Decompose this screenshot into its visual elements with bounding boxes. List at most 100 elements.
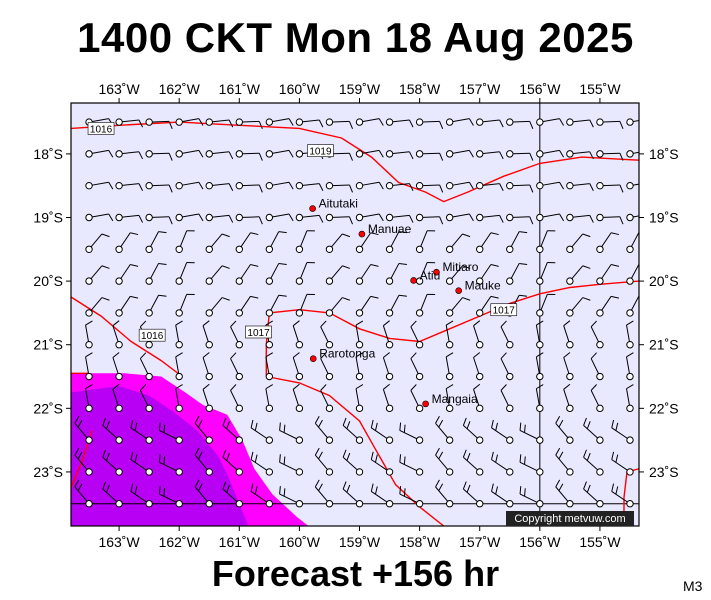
barb-station <box>626 372 634 381</box>
barb-feather <box>278 294 287 297</box>
isobar-label: 1017 <box>245 325 272 339</box>
barb-feather <box>619 184 624 193</box>
barb-station <box>265 341 274 349</box>
barb-feather <box>221 233 230 238</box>
barb-feather <box>158 262 167 265</box>
place-name: Aitutaki <box>319 197 358 211</box>
barb-station <box>235 213 243 222</box>
barb-station <box>596 372 604 381</box>
barb-feather <box>198 150 204 158</box>
barb-feather <box>639 232 647 233</box>
wind-barb <box>158 454 183 476</box>
barb-feather <box>466 452 471 461</box>
isobar-label-text: 1017 <box>493 306 516 317</box>
wind-barb <box>611 419 634 444</box>
barb-feather <box>435 479 440 488</box>
barb-station <box>445 213 454 222</box>
wind-barb <box>500 320 514 349</box>
place-marker: Manuae <box>358 222 412 238</box>
barb-feather <box>168 184 173 193</box>
axis-ticks: 163˚W 163˚W 162˚W 162˚W 161˚W 161˚W 160˚W 160˚W… <box>33 81 678 550</box>
barb-station <box>235 181 243 190</box>
wind-barb <box>175 262 195 285</box>
barb-station <box>325 245 334 254</box>
barb-station <box>476 181 484 190</box>
barb-feather <box>583 481 587 490</box>
barb-station <box>626 404 634 413</box>
wind-barb <box>295 118 324 128</box>
lon-label-bottom: 158˚W <box>399 534 441 550</box>
barb-station <box>476 309 484 317</box>
barb-feather <box>158 486 161 495</box>
barb-feather <box>318 215 324 223</box>
barb-feather <box>559 150 565 158</box>
wind-barb <box>325 181 354 193</box>
wind-barb <box>265 149 294 158</box>
barb-station <box>115 404 123 413</box>
barb-feather <box>611 295 620 299</box>
wind-barb <box>175 352 183 381</box>
barb-station <box>265 150 274 158</box>
wind-barb <box>325 265 351 285</box>
barb-feather <box>288 181 294 190</box>
barb-feather <box>536 320 544 326</box>
barb-station <box>626 213 634 222</box>
isobar-label: 1016 <box>87 122 115 135</box>
barb-feather <box>555 447 561 456</box>
barb-station <box>385 341 394 349</box>
barb-station <box>355 404 364 413</box>
wind-barb <box>506 213 534 225</box>
barb-station <box>506 468 514 476</box>
wind-barb <box>626 320 634 349</box>
barb-station <box>566 118 574 126</box>
barb-station <box>536 500 544 508</box>
barb-feather <box>590 384 598 391</box>
wind-barb <box>626 263 639 285</box>
wind-barb <box>112 320 123 349</box>
barb-station <box>235 341 243 349</box>
wind-barb <box>566 265 591 285</box>
barb-feather <box>130 451 134 460</box>
wind-barb <box>295 293 315 317</box>
barb-feather <box>583 449 587 458</box>
wind-barb <box>292 352 304 381</box>
wind-barbs <box>74 118 647 508</box>
wind-barb <box>139 384 153 413</box>
wind-barb <box>265 181 294 190</box>
barb-feather <box>158 422 161 431</box>
model-label: M3 <box>683 578 703 594</box>
barb-feather <box>101 265 110 269</box>
wind-barb <box>235 181 263 193</box>
barb-station <box>325 404 334 413</box>
barb-feather <box>529 152 534 161</box>
barb-feather <box>563 320 571 327</box>
place-name: Mitiaro <box>442 260 478 274</box>
wind-barb <box>325 118 354 129</box>
barb-station <box>566 500 574 508</box>
barb-feather <box>348 184 354 193</box>
barb-station <box>175 404 183 413</box>
barb-station <box>385 181 394 190</box>
barb-feather <box>468 181 474 190</box>
barb-station <box>506 245 514 254</box>
wind-barb <box>596 213 624 225</box>
wind-barb <box>626 118 639 126</box>
barb-station <box>566 213 574 222</box>
barb-station <box>145 372 153 381</box>
wind-barb <box>295 262 315 285</box>
place-dot <box>433 268 440 276</box>
barb-feather <box>495 422 498 431</box>
barb-station <box>385 309 394 317</box>
barb-feather <box>230 352 237 359</box>
barb-feather <box>134 454 138 463</box>
wind-barb <box>85 384 93 413</box>
wind-barb <box>626 231 647 254</box>
copyright-text: Copyright metvuw.com <box>514 513 625 525</box>
wind-barb <box>385 294 407 317</box>
barb-feather <box>468 213 474 222</box>
wind-barb <box>596 264 620 285</box>
wind-barb <box>410 384 424 413</box>
barb-station <box>445 309 454 317</box>
wind-barb <box>102 449 123 476</box>
barb-feather <box>439 121 444 129</box>
